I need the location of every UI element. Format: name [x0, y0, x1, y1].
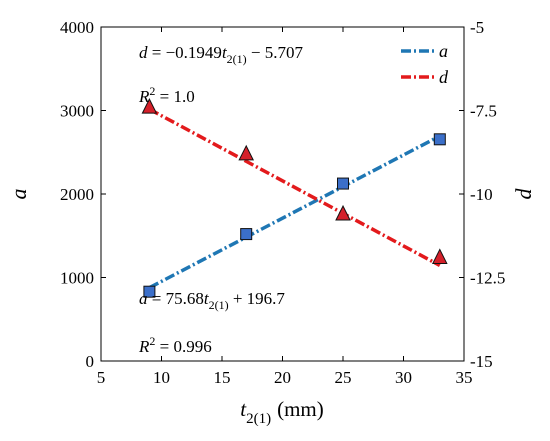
- d-eq-sub: 2(1): [227, 52, 247, 66]
- d-r2-rhs: = 1.0: [155, 87, 194, 106]
- d-eq-var: t: [222, 43, 228, 62]
- d-eq-lhs: d: [139, 43, 148, 62]
- series-a-point: [433, 133, 446, 146]
- a-r2: R2 = 0.996: [138, 334, 212, 356]
- legend-label-a: a: [439, 41, 448, 61]
- y-left-tick-label: 0: [86, 352, 95, 371]
- y-right-axis-label: d: [511, 188, 536, 200]
- d-r2-var: R: [138, 87, 150, 106]
- y-right-tick-label: -10: [470, 185, 493, 204]
- a-equation: a = 75.68t2(1) + 196.7: [139, 289, 285, 312]
- x-axis-label: t2(1) (mm): [240, 397, 324, 427]
- d-equation: d = −0.1949t2(1) − 5.707: [139, 43, 304, 66]
- series-d-point: [238, 144, 255, 161]
- d-r2: R2 = 1.0: [138, 84, 195, 106]
- x-axis-label-var: t: [240, 397, 247, 421]
- d-r2-sup: 2: [149, 84, 155, 98]
- a-r2-sup: 2: [149, 334, 155, 348]
- y-right-tick-label: -12.5: [470, 269, 505, 288]
- a-r2-rhs: = 0.996: [155, 337, 211, 356]
- x-tick-label: 20: [274, 368, 291, 387]
- a-eq-rhs: + 196.7: [229, 289, 286, 308]
- y-right-tick-label: -15: [470, 352, 493, 371]
- a-r2-var: R: [138, 337, 150, 356]
- x-tick-label: 30: [395, 368, 412, 387]
- y-right-tick-label: -7.5: [470, 102, 497, 121]
- legend: a d: [401, 41, 449, 87]
- y-right-tick-label: -5: [470, 18, 484, 37]
- series-a-point: [143, 285, 156, 298]
- series-d-point: [431, 248, 448, 264]
- d-eq-mid: = −0.1949: [148, 43, 222, 62]
- x-tick-label: 15: [214, 368, 231, 387]
- legend-label-d: d: [439, 67, 449, 87]
- x-tick-label: 35: [456, 368, 473, 387]
- y-left-axis-label: a: [6, 189, 31, 200]
- x-tick-label: 25: [335, 368, 352, 387]
- x-tick-label: 10: [153, 368, 170, 387]
- series-d-point: [335, 204, 351, 221]
- series-a-point: [240, 228, 253, 241]
- series-a-fit-line: [148, 134, 441, 290]
- series-a-point: [337, 177, 349, 190]
- y-left-tick-label: 3000: [60, 102, 94, 121]
- x-axis-label-unit: (mm): [277, 397, 324, 421]
- plot-frame: [100, 26, 465, 362]
- series-d-point: [141, 98, 158, 114]
- series-d-fit-line: [148, 107, 441, 267]
- x-axis-label-sub: 2(1): [246, 411, 271, 427]
- a-eq-var: t: [204, 289, 210, 308]
- a-eq-lhs: a: [139, 289, 148, 308]
- x-tick-label: 5: [97, 368, 106, 387]
- y-left-tick-label: 2000: [60, 185, 94, 204]
- y-left-tick-label: 1000: [60, 269, 94, 288]
- a-eq-mid: = 75.68: [148, 289, 204, 308]
- y-left-tick-label: 4000: [60, 18, 94, 37]
- d-eq-rhs: − 5.707: [247, 43, 304, 62]
- a-eq-sub: 2(1): [209, 298, 229, 312]
